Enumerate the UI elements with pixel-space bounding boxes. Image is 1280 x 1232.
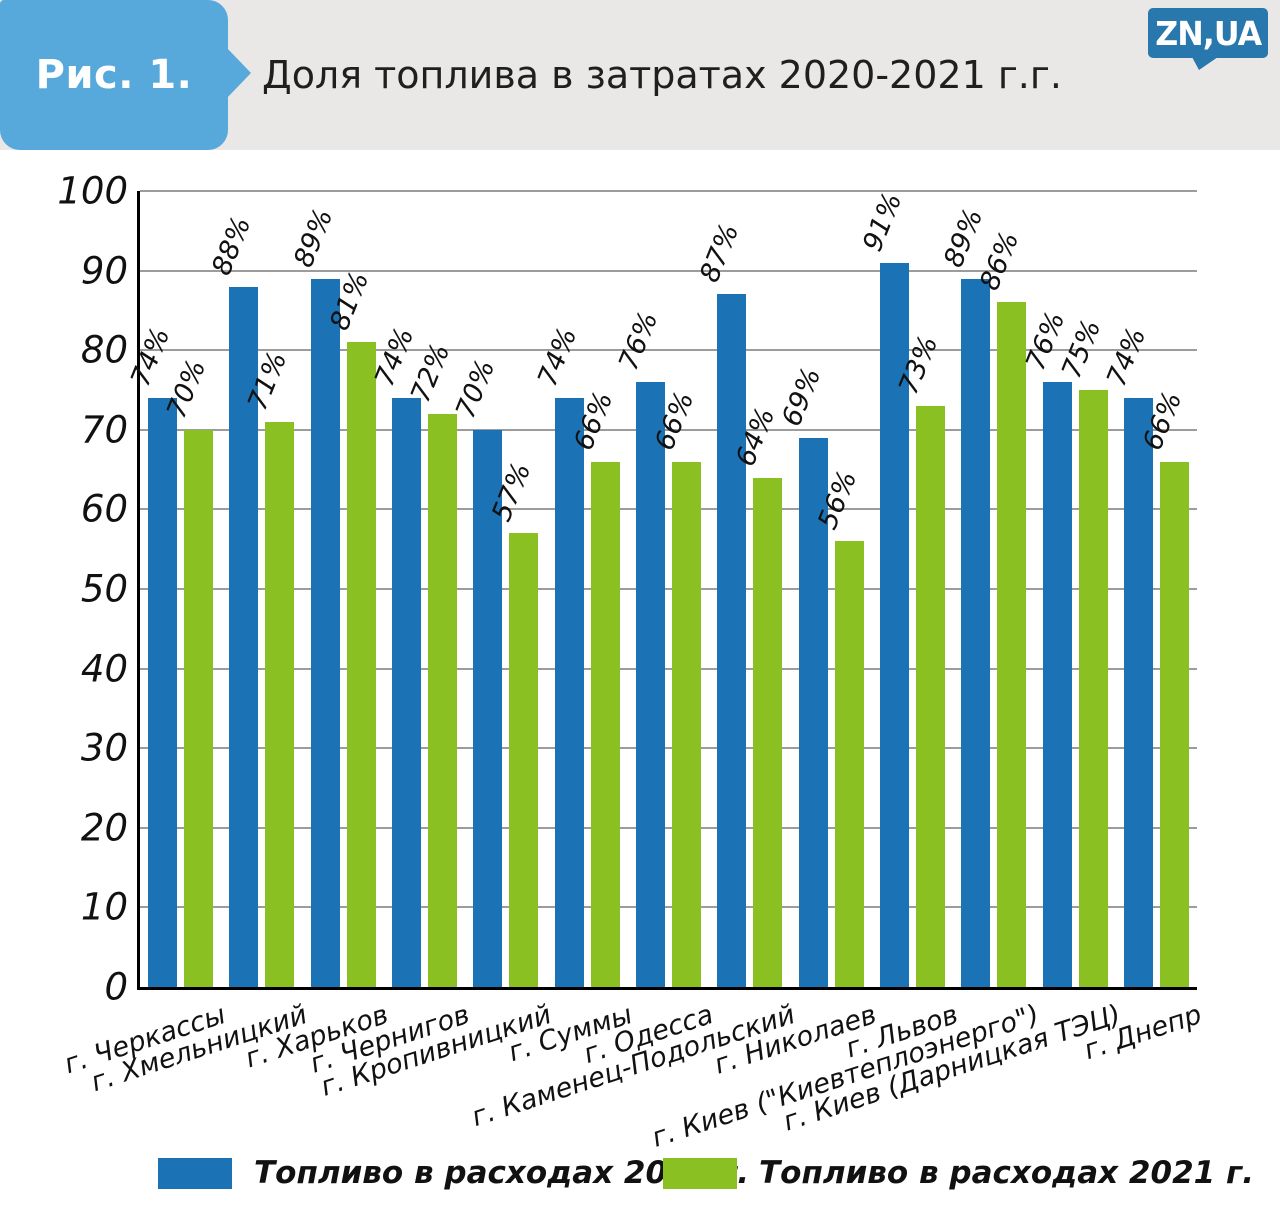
bar-2020: 88% bbox=[207, 212, 259, 987]
gridline bbox=[140, 906, 1197, 909]
bar-2020: 74% bbox=[125, 323, 178, 987]
bar-2021: 75% bbox=[1056, 315, 1108, 987]
y-tick-label: 50 bbox=[80, 567, 128, 611]
bar-group: 76% 66% г. Одесса bbox=[580, 191, 717, 1070]
bar-2021: 57% bbox=[487, 459, 539, 987]
znua-logo-text: ZN,UA bbox=[1155, 13, 1262, 53]
bar-2021: 71% bbox=[243, 347, 295, 987]
bar-2021: 66% bbox=[1137, 387, 1189, 987]
bar-2021: 64% bbox=[730, 403, 783, 987]
legend-item: Топливо в расходах 2020 г. bbox=[158, 1155, 749, 1191]
znua-logo: ZN,UA bbox=[1148, 8, 1268, 58]
gridline bbox=[140, 269, 1197, 272]
bar-2020: 74% bbox=[532, 323, 584, 987]
bar-2020: 89% bbox=[288, 204, 340, 987]
bar-2021: 81% bbox=[324, 268, 376, 987]
gridline bbox=[140, 190, 1197, 192]
figure-badge: Рис. 1. bbox=[0, 0, 228, 150]
bar-2021: 70% bbox=[161, 355, 214, 987]
y-tick-label: 90 bbox=[80, 249, 128, 293]
gridline bbox=[140, 349, 1197, 352]
znua-logo-tail-icon bbox=[1192, 57, 1218, 70]
gridline bbox=[140, 588, 1197, 590]
y-tick-label: 100 bbox=[57, 169, 128, 213]
bar-group: 91% 73% г. Львов bbox=[842, 188, 962, 1064]
bar-2020: 69% bbox=[776, 363, 828, 987]
bar-group: 74% 70% г. Черкассы bbox=[61, 191, 230, 1080]
y-tick-label: 30 bbox=[80, 726, 128, 770]
bar-2020: 76% bbox=[1020, 308, 1072, 987]
gridline bbox=[140, 826, 1197, 829]
bar-group: 89% 86% г. Киев ("Киевтеплоэнерго") bbox=[648, 191, 1043, 1154]
bar-group: 69% 56% г. Николаев bbox=[710, 191, 880, 1080]
bar-group: 74% 66% г. Суммы bbox=[505, 191, 637, 1068]
bar-2020: 74% bbox=[369, 323, 422, 987]
y-tick-label: 80 bbox=[80, 328, 128, 372]
bar-group: 89% 81% г. Харьков bbox=[242, 191, 393, 1074]
gridline bbox=[140, 428, 1197, 431]
bar-2021: 72% bbox=[405, 339, 458, 987]
bar-2021: 66% bbox=[568, 387, 620, 987]
bars-container: 74% 70% г. Черкассы 88% 71% г. Хмельницкий 89%… bbox=[61, 188, 1206, 1154]
gridline bbox=[140, 508, 1197, 511]
figure-label: Рис. 1. bbox=[35, 52, 193, 98]
bar-group: 76% 75% г. Киев (Дарницкая ТЭЦ) bbox=[779, 191, 1124, 1138]
gridline bbox=[140, 667, 1197, 670]
y-axis: 0 10 20 30 40 50 60 70 80 90 100 bbox=[0, 173, 140, 1006]
header-band: Рис. 1. Доля топлива в затратах 2020-202… bbox=[0, 0, 1280, 150]
y-tick-label: 40 bbox=[80, 647, 128, 691]
legend: Топливо в расходах 2020 г. Топливо в расх… bbox=[0, 1155, 1280, 1205]
gridline bbox=[140, 747, 1197, 750]
bar-group: 74% 66% г. Днепр bbox=[1080, 191, 1205, 1066]
bar-2021: 56% bbox=[812, 467, 864, 987]
bar-group: 87% 64% г. Каменец-Подольский bbox=[468, 191, 799, 1133]
bar-group: 88% 71% г. Хмельницкий bbox=[87, 191, 311, 1098]
plot-area: 0 10 20 30 40 50 60 70 80 90 100 74% 70% г. Черкассы… bbox=[57, 173, 1206, 1154]
bar-2020: 70% bbox=[451, 355, 503, 987]
legend-swatch bbox=[663, 1157, 737, 1189]
bar-2020: 76% bbox=[613, 308, 666, 987]
bar-2020: 91% bbox=[857, 188, 909, 987]
bar-2021: 86% bbox=[974, 228, 1027, 987]
y-tick-label: 10 bbox=[80, 885, 128, 929]
bar-group: 74% 72% г. Чернигов bbox=[307, 191, 474, 1079]
y-tick-label: 0 bbox=[104, 965, 128, 1009]
y-tick-label: 60 bbox=[80, 487, 128, 531]
bar-2020: 89% bbox=[938, 204, 991, 987]
y-tick-label: 70 bbox=[80, 408, 128, 452]
bar-group: 70% 57% г. Кропивницкий bbox=[317, 191, 555, 1103]
value-label: 86% bbox=[974, 227, 1026, 296]
value-label: 70% bbox=[161, 355, 213, 423]
bar-2021: 73% bbox=[893, 331, 945, 987]
chart-title: Доля топлива в затратах 2020-2021 г.г. bbox=[262, 53, 1062, 97]
legend-swatch bbox=[158, 1157, 232, 1189]
bar-2020: 87% bbox=[694, 220, 747, 987]
figure-badge-arrow-icon bbox=[226, 47, 251, 99]
y-tick-label: 20 bbox=[80, 806, 128, 850]
bar-2021: 66% bbox=[649, 387, 702, 987]
legend-item: Топливо в расходах 2021 г. bbox=[663, 1155, 1254, 1191]
bar-2020: 74% bbox=[1101, 323, 1153, 987]
legend-label: Топливо в расходах 2021 г. bbox=[759, 1155, 1254, 1191]
